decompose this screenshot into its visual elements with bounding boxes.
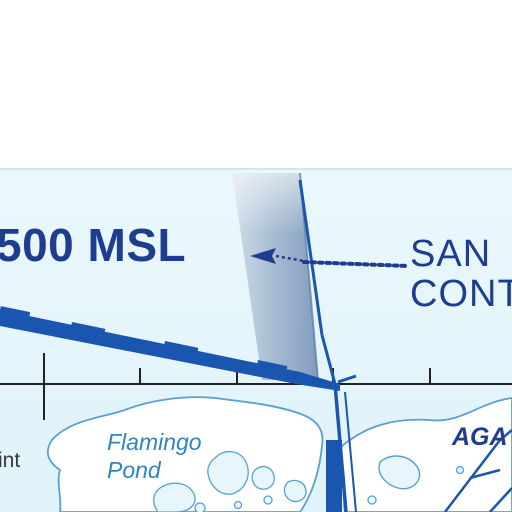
pond-label-line2: Pond [107, 457, 161, 483]
pond-label-line1: Flamingo [107, 429, 202, 455]
altitude-label: 500 MSL [0, 219, 187, 271]
scale-bar [0, 353, 512, 420]
airspace-label: SAN CONT [410, 234, 512, 314]
ponds [153, 451, 465, 512]
airspace-boundary [0, 306, 340, 391]
airspace-label-line2: CONT [410, 273, 512, 315]
roads [444, 429, 512, 512]
class-boundary-vertical [298, 179, 357, 512]
leader-line [250, 248, 410, 268]
approach-corridor-fade [232, 173, 318, 380]
blank-top-area [0, 0, 512, 168]
airspace-label-line1: SAN [410, 233, 492, 275]
partial-label: int [0, 449, 21, 472]
island-inlet [378, 455, 421, 490]
island-label: AGA [452, 423, 508, 451]
pond-label: Flamingo Pond [107, 428, 202, 484]
